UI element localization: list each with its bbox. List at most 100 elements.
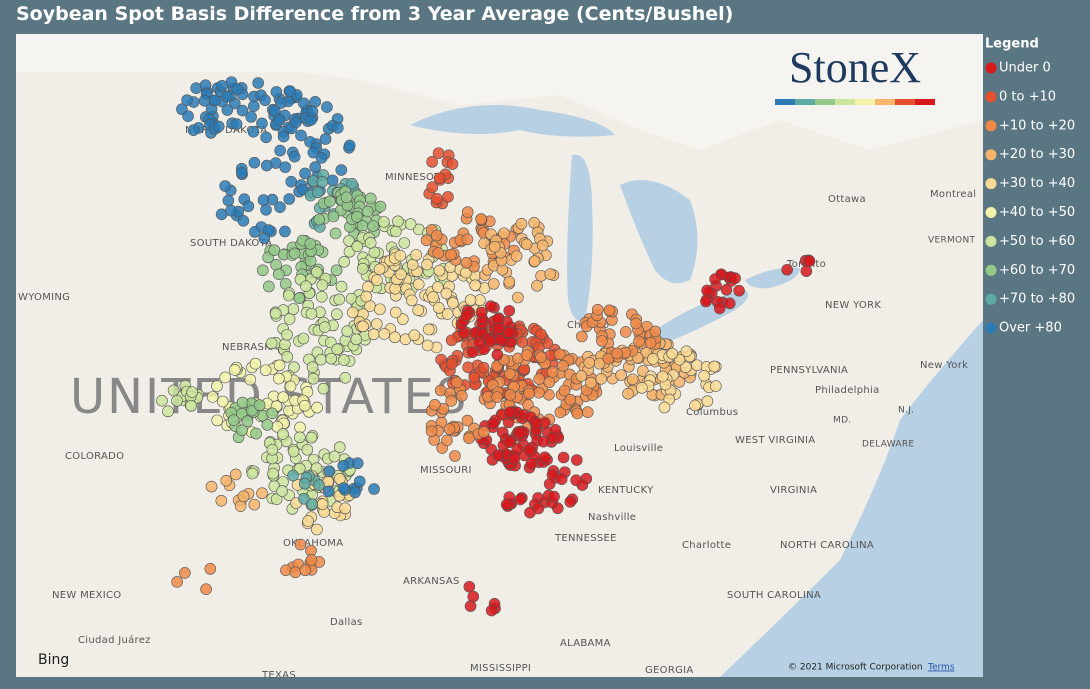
location-dot: [236, 104, 249, 117]
location-dot: [394, 249, 407, 262]
location-dot: [429, 399, 441, 411]
location-dot: [162, 405, 174, 418]
location-dot: [733, 284, 745, 297]
location-dot: [216, 395, 229, 408]
map-label: WEST VIRGINIA: [735, 435, 815, 446]
location-dot: [335, 164, 348, 176]
location-dot: [516, 336, 529, 348]
location-dot: [626, 373, 639, 386]
location-dot: [469, 279, 481, 292]
location-dot: [279, 225, 291, 238]
location-dot: [270, 493, 283, 506]
legend-title: Legend: [985, 37, 1039, 52]
map-label: DELAWARE: [862, 440, 914, 450]
location-dot: [543, 376, 556, 388]
location-dot: [361, 205, 374, 218]
location-dot: [333, 441, 346, 453]
location-dot: [221, 90, 233, 103]
location-dot: [530, 417, 543, 429]
location-dot: [294, 421, 306, 434]
location-dot: [309, 161, 322, 173]
location-dot: [346, 178, 358, 190]
location-dot: [426, 181, 439, 193]
location-dot: [510, 250, 523, 262]
location-dot: [316, 498, 329, 510]
location-dot: [241, 415, 254, 427]
location-dot: [615, 369, 627, 381]
location-dot: [306, 498, 318, 511]
location-dot: [564, 496, 577, 508]
location-dot: [515, 217, 528, 230]
location-dot: [412, 278, 425, 291]
legend-swatch: [985, 62, 997, 74]
location-dot: [171, 576, 183, 588]
location-dot: [367, 328, 380, 341]
location-dot: [288, 150, 301, 163]
location-dot: [263, 280, 275, 293]
location-dot: [350, 333, 363, 346]
location-dot: [315, 152, 328, 164]
location-dot: [546, 366, 559, 378]
location-dot: [237, 490, 250, 503]
location-dot: [231, 83, 244, 95]
logo-stripe: [795, 99, 815, 105]
location-dot: [287, 445, 300, 458]
location-dot: [325, 352, 337, 365]
location-dot: [230, 118, 243, 130]
copyright: © 2021 Microsoft Corporation: [788, 663, 923, 673]
map-label: VERMONT: [928, 236, 975, 246]
location-dot: [283, 193, 296, 205]
location-dot: [287, 303, 300, 315]
location-dot: [353, 475, 366, 488]
location-dot: [528, 255, 541, 267]
location-dot: [514, 493, 527, 506]
location-dot: [343, 235, 355, 247]
logo-stripe: [855, 99, 875, 105]
location-dot: [364, 237, 377, 249]
location-dot: [247, 125, 260, 138]
location-dot: [323, 195, 336, 208]
location-dot: [285, 175, 298, 188]
location-dot: [338, 255, 350, 268]
location-dot: [245, 111, 257, 123]
location-dot: [257, 194, 270, 206]
location-dot: [322, 485, 335, 498]
location-dot: [275, 97, 287, 109]
location-dot: [305, 554, 318, 566]
location-dot: [524, 506, 536, 519]
location-dot: [211, 380, 223, 392]
location-dot: [246, 467, 259, 480]
location-dot: [392, 215, 404, 228]
location-dot: [596, 335, 608, 347]
location-dot: [206, 391, 219, 403]
location-dot: [432, 281, 444, 293]
map-label: MD.: [833, 416, 851, 426]
legend-label: +40 to +50: [999, 205, 1075, 220]
location-dot: [280, 564, 292, 577]
lake-huron: [620, 180, 698, 284]
location-dot: [244, 373, 257, 386]
location-dot: [462, 361, 474, 374]
location-dot: [313, 479, 325, 492]
location-dot: [215, 494, 228, 507]
location-dot: [294, 538, 307, 551]
location-dot: [227, 414, 240, 426]
location-dot: [289, 566, 302, 579]
lake-michigan: [567, 154, 593, 321]
location-dot: [443, 423, 456, 435]
location-dot: [463, 432, 475, 445]
logo-stripe: [875, 99, 895, 105]
legend-swatch: [985, 322, 997, 334]
terms-link[interactable]: Terms: [927, 663, 955, 673]
location-dot: [277, 428, 289, 440]
location-dot: [603, 304, 616, 317]
location-dot: [343, 139, 356, 152]
location-dot: [373, 263, 386, 276]
location-dot: [430, 229, 443, 242]
location-dot: [445, 334, 458, 347]
location-dot: [299, 564, 312, 577]
location-dot: [156, 394, 168, 407]
location-dot: [464, 294, 477, 306]
